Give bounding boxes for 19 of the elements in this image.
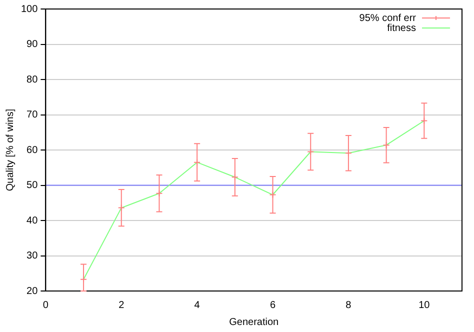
y-tick-label: 50 — [26, 180, 38, 191]
y-tick-label: 60 — [26, 144, 38, 156]
y-tick-label: 70 — [26, 110, 38, 120]
x-axis-title: Generation — [229, 316, 279, 328]
y-axis-title: Quality [% of wins] — [4, 108, 16, 192]
y-tick-label: 20 — [26, 286, 38, 297]
y-tick-label: 40 — [26, 215, 38, 226]
x-tick-label: 8 — [346, 300, 352, 311]
x-tick-label: 4 — [194, 300, 200, 311]
y-tick-label: 90 — [26, 39, 38, 50]
x-tick-label: 0 — [42, 300, 49, 311]
legend-label: fitness — [387, 22, 416, 34]
x-tick-label: 6 — [270, 300, 276, 311]
x-tick-label: 2 — [118, 300, 125, 311]
x-tick-label: 10 — [418, 300, 430, 311]
y-tick-label: 30 — [26, 250, 38, 262]
y-tick-label: 80 — [26, 74, 38, 86]
y-tick-label: 100 — [20, 4, 38, 15]
legend-label: 95% conf err — [359, 12, 417, 24]
